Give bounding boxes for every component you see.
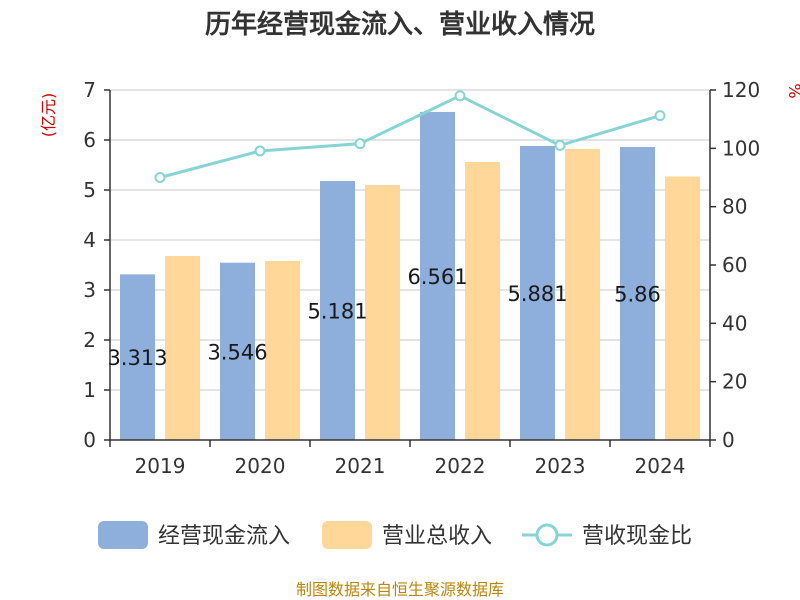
gridlines xyxy=(110,89,710,391)
x-tick-label: 2023 xyxy=(535,454,586,478)
line-point xyxy=(654,110,666,122)
x-tick-label: 2020 xyxy=(235,454,286,478)
bar-cash-inflow xyxy=(520,145,555,440)
bars xyxy=(120,111,700,440)
x-tick-label: 2024 xyxy=(635,454,686,478)
data-label: 3.313 xyxy=(107,346,167,370)
bar-cash-inflow xyxy=(620,147,655,440)
left-axis-unit: (亿元) xyxy=(39,93,58,138)
left-tick-label: 0 xyxy=(83,428,96,452)
bar-revenue xyxy=(565,149,600,440)
line-point xyxy=(554,139,566,151)
x-tick-label: 2021 xyxy=(335,454,386,478)
line-point xyxy=(154,172,166,183)
chart-title: 历年经营现金流入、营业收入情况 xyxy=(205,9,595,40)
x-tick-label: 2019 xyxy=(135,454,186,478)
right-tick-label: 40 xyxy=(722,311,747,335)
line-point xyxy=(354,138,366,150)
left-tick-label: 6 xyxy=(83,128,96,152)
data-labels: 3.313 3.546 5.181 6.561 5.881 5.86 xyxy=(107,265,660,370)
right-tick-label: 60 xyxy=(722,253,747,277)
data-label: 5.86 xyxy=(614,283,661,307)
bar-revenue xyxy=(265,261,300,440)
left-tick-label: 3 xyxy=(83,278,96,302)
legend: 经营现金流入 营业总收入 营收现金比 xyxy=(98,521,692,549)
right-tick-label: 20 xyxy=(722,370,747,394)
data-label: 3.546 xyxy=(207,340,267,364)
right-tick-label: 100 xyxy=(722,136,760,160)
bar-cash-inflow xyxy=(220,262,255,440)
legend-swatch xyxy=(322,521,372,549)
legend-marker xyxy=(535,523,559,547)
source-note: 制图数据来自恒生聚源数据库 xyxy=(296,580,504,599)
bar-cash-inflow xyxy=(420,111,455,440)
bar-revenue xyxy=(365,185,400,440)
right-tick-label: 0 xyxy=(722,428,735,452)
legend-label: 营业总收入 xyxy=(382,524,492,549)
left-tick-label: 2 xyxy=(83,328,96,352)
right-tick-label: 80 xyxy=(722,195,747,219)
bar-revenue xyxy=(165,256,200,440)
bar-revenue xyxy=(665,176,700,440)
data-label: 5.881 xyxy=(507,282,567,306)
left-tick-label: 4 xyxy=(83,228,96,252)
legend-label: 经营现金流入 xyxy=(158,524,290,549)
bar-cash-inflow xyxy=(320,180,355,440)
line-series xyxy=(154,90,666,183)
bar-revenue xyxy=(465,162,500,440)
line-point xyxy=(454,90,466,102)
left-tick-label: 1 xyxy=(83,378,96,402)
data-label: 5.181 xyxy=(307,299,367,323)
left-tick-label: 7 xyxy=(83,78,96,102)
x-tick-label: 2022 xyxy=(435,454,486,478)
left-tick-label: 5 xyxy=(83,178,96,202)
right-axis-unit: % xyxy=(785,83,800,98)
data-label: 6.561 xyxy=(407,265,467,289)
line-point xyxy=(254,145,266,157)
line-ratio xyxy=(159,94,661,179)
legend-label: 营收现金比 xyxy=(582,524,692,549)
bar-cash-inflow xyxy=(120,274,155,440)
axes: 0 1 2 3 4 5 6 7 0 20 40 60 80 100 120 2019 2020 2021 2022 2… xyxy=(83,78,760,478)
right-tick-label: 120 xyxy=(722,78,760,102)
legend-swatch xyxy=(98,521,148,549)
